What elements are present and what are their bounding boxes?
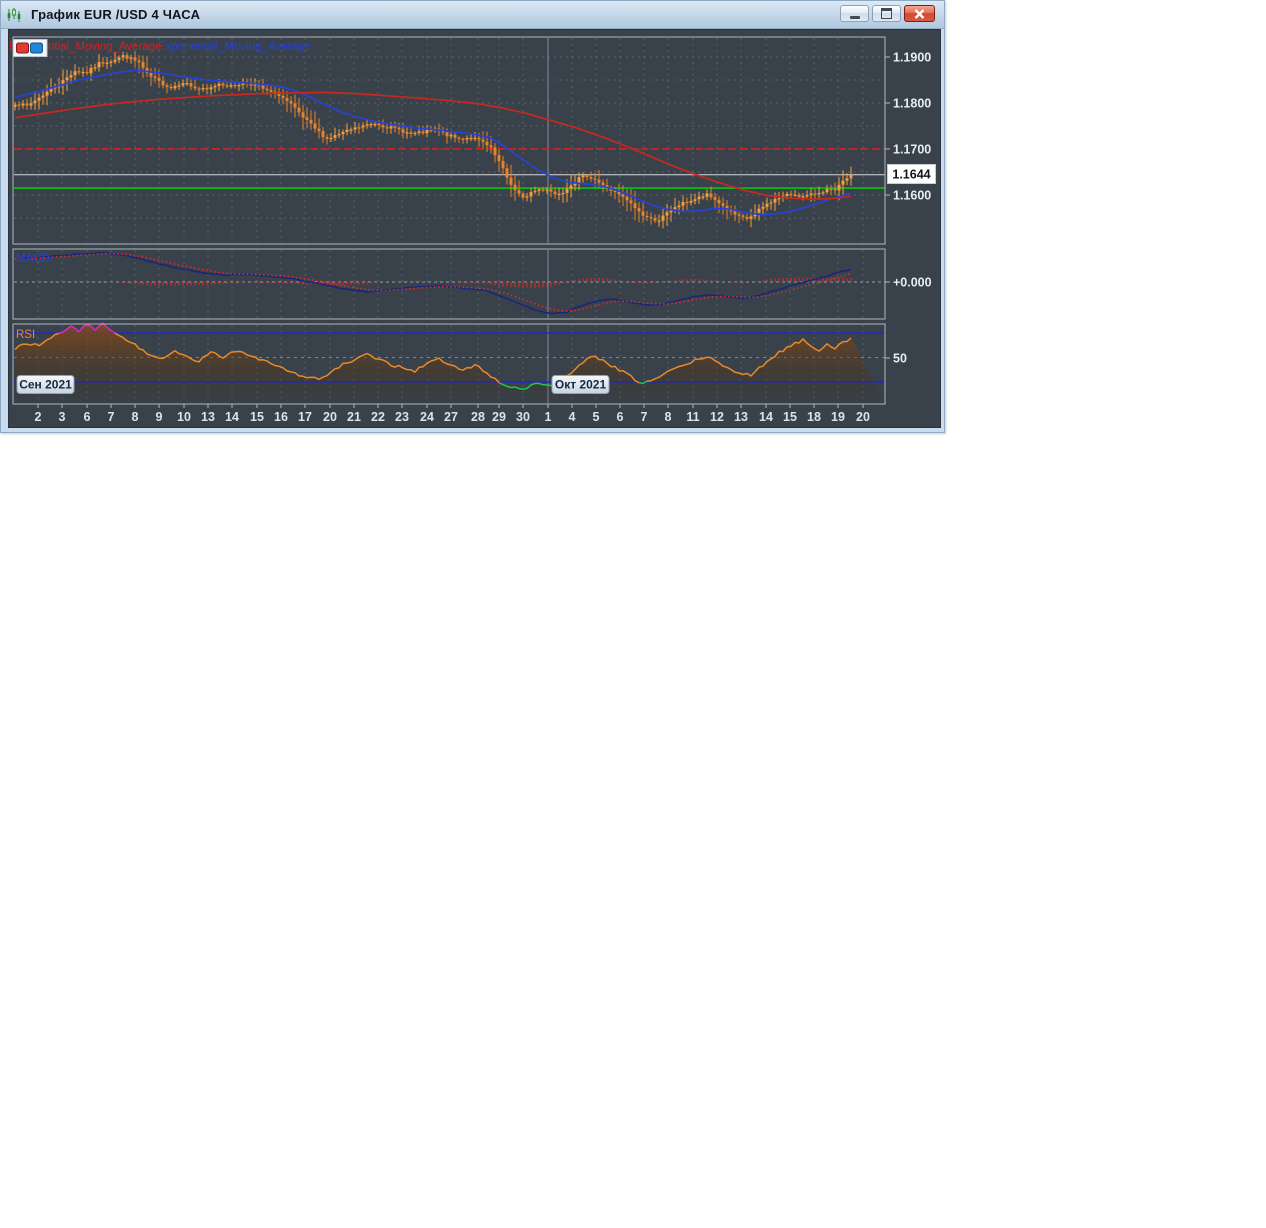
close-icon (914, 8, 925, 19)
svg-text:1.1600: 1.1600 (893, 189, 931, 203)
current-price-box (887, 164, 936, 184)
titlebar[interactable]: График EUR /USD 4 ЧАСА (1, 1, 944, 29)
svg-text:Exponential_Moving_Average: Exponential_Moving_Average (158, 41, 311, 53)
svg-text:20: 20 (856, 410, 870, 424)
svg-text:13: 13 (734, 410, 748, 424)
svg-text:7: 7 (641, 410, 648, 424)
svg-text:23: 23 (395, 410, 409, 424)
svg-text:17: 17 (298, 410, 312, 424)
svg-text:Сен 2021: Сен 2021 (19, 378, 72, 392)
svg-text:Окт 2021: Окт 2021 (555, 378, 607, 392)
ema-fast-line (14, 69, 852, 216)
svg-text:1.1700: 1.1700 (893, 143, 931, 157)
svg-text:13: 13 (201, 410, 215, 424)
svg-text:14: 14 (225, 410, 239, 424)
window-title: График EUR /USD 4 ЧАСА (31, 7, 201, 22)
month-label-box (551, 375, 610, 394)
chart-client-area: Exponential_Moving_Average Exponential_Mo… (8, 29, 941, 428)
svg-text:21: 21 (347, 410, 361, 424)
candlestick-chart-icon (6, 7, 24, 23)
gridlines (14, 38, 885, 403)
svg-text:1.1644: 1.1644 (892, 168, 930, 182)
month-labels: Сен 2021 Окт 2021 (16, 375, 610, 394)
macd-pane: MACD (14, 251, 885, 315)
svg-text:1.1800: 1.1800 (893, 97, 931, 111)
svg-text:50: 50 (893, 352, 907, 366)
rsi-pane: RSI (14, 322, 885, 403)
month-label-box (16, 375, 75, 394)
maximize-icon (881, 8, 892, 19)
svg-text:MACD: MACD (16, 253, 50, 265)
svg-text:9: 9 (156, 410, 163, 424)
svg-text:11: 11 (686, 410, 699, 424)
svg-text:15: 15 (783, 410, 797, 424)
svg-text:1: 1 (545, 410, 552, 424)
rsi-fill-area (15, 323, 885, 403)
minimize-button[interactable] (840, 5, 869, 22)
svg-text:RSI: RSI (16, 329, 35, 341)
svg-text:30: 30 (516, 410, 530, 424)
svg-text:29: 29 (492, 410, 506, 424)
legend-blue-button[interactable] (30, 42, 43, 54)
minimize-icon (849, 15, 860, 19)
svg-text:7: 7 (108, 410, 115, 424)
moving-average-lines (14, 69, 852, 216)
svg-text:20: 20 (323, 410, 337, 424)
svg-text:10: 10 (177, 410, 191, 424)
svg-text:12: 12 (710, 410, 724, 424)
macd-line (14, 251, 852, 315)
svg-text:15: 15 (250, 410, 264, 424)
close-button[interactable] (904, 5, 935, 22)
svg-text:16: 16 (274, 410, 288, 424)
macd-signal-line (15, 252, 852, 312)
price-level-lines (14, 148, 885, 190)
svg-text:24: 24 (420, 410, 434, 424)
svg-text:3: 3 (59, 410, 66, 424)
svg-text:8: 8 (132, 410, 139, 424)
legend-red-button[interactable] (16, 42, 29, 54)
svg-text:1.1900: 1.1900 (893, 51, 931, 65)
svg-text:+0.000: +0.000 (893, 276, 932, 290)
svg-text:4: 4 (569, 410, 576, 424)
price-axis[interactable]: 1.1900 1.1800 1.1700 1.1600 1.1644 +0.000 50 (885, 51, 936, 366)
ema-slow-line (14, 91, 852, 200)
svg-text:18: 18 (807, 410, 821, 424)
chart-canvas[interactable]: Exponential_Moving_AverageExponential_Mo… (9, 30, 942, 429)
svg-text:5: 5 (593, 410, 600, 424)
svg-text:8: 8 (665, 410, 672, 424)
chart-window: График EUR /USD 4 ЧАСА Exponential_Movin… (0, 0, 945, 433)
pane-borders (12, 36, 886, 405)
svg-text:28: 28 (471, 410, 485, 424)
svg-text:19: 19 (831, 410, 845, 424)
svg-text:6: 6 (84, 410, 91, 424)
candlesticks (14, 51, 853, 229)
svg-text:22: 22 (371, 410, 385, 424)
indicator-legend: Exponential_Moving_AverageExponential_Mo… (9, 39, 311, 57)
svg-text:27: 27 (444, 410, 458, 424)
svg-text:2: 2 (35, 410, 42, 424)
maximize-button[interactable] (872, 5, 901, 22)
time-axis[interactable]: 2 3 6 7 8 9 10 13 14 15 16 17 20 21 22 23 24 27 28 29 30 1 4 5 6… (35, 404, 870, 424)
rsi-line (646, 337, 852, 382)
window-controls (840, 5, 935, 22)
svg-text:14: 14 (759, 410, 773, 424)
svg-text:6: 6 (617, 410, 624, 424)
